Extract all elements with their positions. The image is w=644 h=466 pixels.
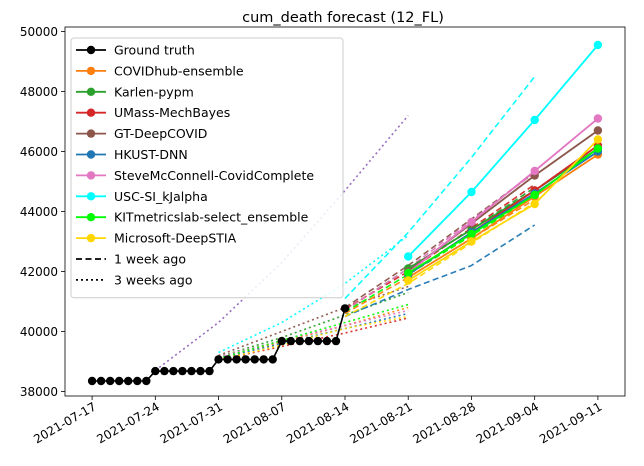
legend-label-microsoft-deepstia: Microsoft-DeepSTIA <box>114 231 237 246</box>
forecast-point-stevemcconnell-covidcomplete <box>467 217 476 227</box>
legend-label-3-weeks-ago: 3 weeks ago <box>114 272 193 287</box>
ground-truth-point <box>232 355 241 364</box>
legend-marker-microsoft-deepstia <box>86 233 96 243</box>
y-tick-label: 42000 <box>20 265 58 279</box>
ground-truth-point <box>268 355 277 364</box>
ground-truth-point <box>196 366 205 376</box>
forecast-3wk-line-umass-mechbayes <box>218 317 409 361</box>
forecast-1wk-line-usc-si-kjalpha <box>344 76 536 300</box>
ground-truth-point <box>241 355 250 364</box>
legend-label-ground-truth: Ground truth <box>114 43 195 58</box>
forecast-point-microsoft-deepstia <box>593 135 603 144</box>
legend-label-umass-mechbayes: UMass-MechBayes <box>114 105 230 120</box>
y-axis: 38000 40000 42000 44000 46000 48000 50000 <box>20 25 65 399</box>
ground-truth-point <box>160 366 169 376</box>
forecast-1wk-line-hkust-dnn <box>344 224 536 318</box>
ground-truth-point <box>259 355 268 364</box>
legend-marker-kitmetricslab-select-ensemble <box>86 213 96 222</box>
ground-truth-point <box>304 336 314 346</box>
legend-label-stevemcconnell-covidcomplete: SteveMcConnell-CovidComplete <box>114 168 314 183</box>
legend-marker-usc-si-kjalpha <box>86 192 96 201</box>
ground-truth-point <box>331 336 341 346</box>
forecast-point-gt-deepcovid <box>593 126 603 135</box>
forecast-line-usc-si-kjalpha <box>407 44 599 258</box>
y-tick-label: 48000 <box>20 85 58 99</box>
ground-truth-point <box>106 376 115 386</box>
legend-marker-hkust-dnn <box>86 150 96 159</box>
legend-label-kitmetricslab-select-ensemble: KITmetricslab-select_ensemble <box>114 210 309 225</box>
forecast-line-stevemcconnell-covidcomplete <box>407 117 599 274</box>
y-tick-label: 50000 <box>20 25 58 39</box>
ground-truth-point <box>96 376 106 386</box>
legend-label-covidhub-ensemble: COVIDhub-ensemble <box>114 63 244 78</box>
ground-truth-point <box>151 366 160 376</box>
legend-marker-karlen-pypm <box>86 87 96 97</box>
ground-truth-point <box>142 376 151 386</box>
ground-truth-point <box>340 304 350 313</box>
forecast-point-microsoft-deepstia <box>404 276 413 285</box>
y-tick-label: 46000 <box>20 145 58 159</box>
y-tick-label: 40000 <box>20 325 58 339</box>
legend-box <box>70 37 344 299</box>
legend-label-karlen-pypm: Karlen-pypm <box>114 84 194 99</box>
chart-title: cum_death forecast (12_FL) <box>242 10 444 26</box>
forecast-point-kitmetricslab-select-ensemble <box>404 268 413 278</box>
forecast-point-usc-si-kjalpha <box>404 252 413 261</box>
ground-truth-point <box>178 366 187 376</box>
forecast-line-karlen-pypm <box>407 147 599 270</box>
ground-truth-point <box>250 355 259 364</box>
ground-truth-point <box>214 355 223 364</box>
forecast-point-usc-si-kjalpha <box>530 115 539 125</box>
forecast-1wk-line-kitmetricslab-select-ensemble <box>344 195 536 313</box>
y-tick-label: 38000 <box>20 385 58 399</box>
legend-label-gt-deepcovid: GT-DeepCOVID <box>114 126 207 141</box>
legend-marker-umass-mechbayes <box>86 108 96 117</box>
ground-truth-point <box>133 376 142 386</box>
ground-truth-point <box>169 366 178 376</box>
legend-marker-covidhub-ensemble <box>86 66 96 76</box>
ground-truth-point <box>322 336 332 346</box>
forecast-point-kitmetricslab-select-ensemble <box>593 144 603 153</box>
forecast-3wk-line-usc-si-kjalpha <box>218 234 409 354</box>
ground-truth-point <box>187 366 196 376</box>
forecast-line-covidhub-ensemble <box>407 153 599 279</box>
legend-marker-gt-deepcovid <box>86 129 96 138</box>
forecast-point-microsoft-deepstia <box>467 237 476 246</box>
ground-truth-point <box>295 336 304 346</box>
legend: Ground truth COVIDhub-ensemble Karlen-pypm… <box>70 37 344 299</box>
forecast-point-usc-si-kjalpha <box>467 187 476 197</box>
ground-truth-point <box>313 336 323 346</box>
ground-truth-point <box>277 336 286 346</box>
forecast-point-kitmetricslab-select-ensemble <box>530 190 539 200</box>
ground-truth-point <box>286 336 295 346</box>
ground-truth-point <box>115 376 124 386</box>
forecast-point-stevemcconnell-covidcomplete <box>593 114 603 123</box>
forecast-3wk-line-gt-deepcovid <box>218 285 409 357</box>
legend-label-hkust-dnn: HKUST-DNN <box>114 147 188 162</box>
y-tick-label: 44000 <box>20 205 58 219</box>
ground-truth-point <box>205 366 214 376</box>
legend-label-usc-si-kjalpha: USC-SI_kJalpha <box>114 189 208 204</box>
ground-truth-point <box>87 376 97 386</box>
ground-truth-point <box>124 376 133 386</box>
forecast-point-stevemcconnell-covidcomplete <box>530 166 539 176</box>
legend-marker-stevemcconnell-covidcomplete <box>86 171 96 180</box>
forecast-point-microsoft-deepstia <box>530 199 539 209</box>
legend-label-1-week-ago: 1 week ago <box>114 252 186 267</box>
forecast-point-usc-si-kjalpha <box>593 40 603 50</box>
ground-truth-point <box>223 355 232 364</box>
forecast-line-microsoft-deepstia <box>407 138 599 282</box>
legend-marker-ground-truth <box>86 45 96 55</box>
forecast-point-kitmetricslab-select-ensemble <box>467 229 476 239</box>
